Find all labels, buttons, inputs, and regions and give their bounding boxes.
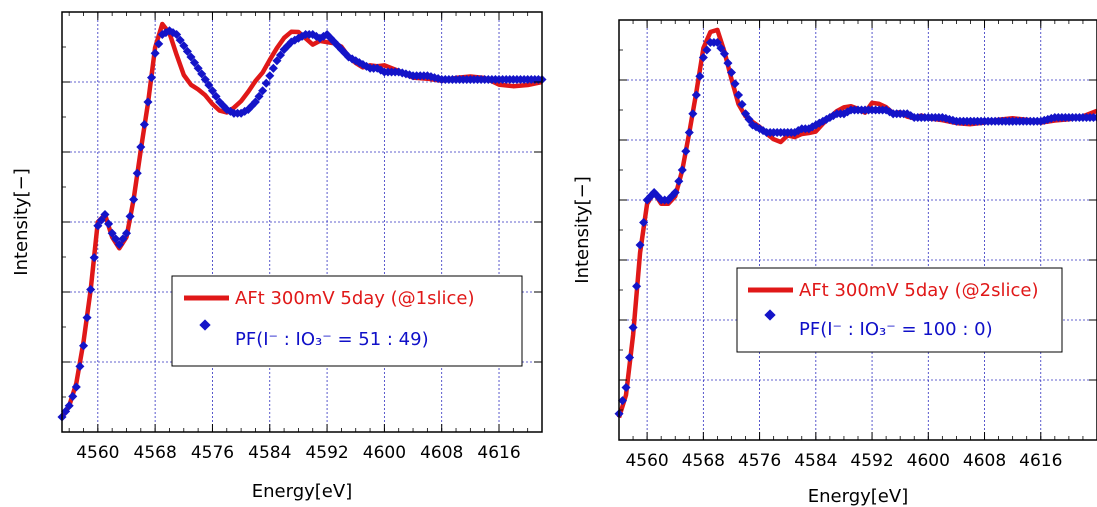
series-marker-point [688,109,698,119]
x-tick-label: 4568 [134,443,177,463]
chart-left-legend-box [171,275,523,367]
chart-right-legend-marker-swatch [764,309,776,321]
x-tick-label: 4608 [420,443,463,463]
series-marker-point [744,114,754,124]
chart-right-legend-label-1: PF(I⁻ : IO₃⁻ = 100 : 0) [799,319,993,340]
x-tick-label: 4600 [907,451,950,471]
series-marker-point [179,41,189,51]
x-tick-label: 4592 [305,443,348,463]
series-marker-point [197,69,207,79]
chart-left-legend-marker-swatch [199,319,211,331]
series-marker-point [147,73,157,83]
series-marker-point [250,97,260,107]
chart-right-x-axis-label: Energy[eV] [808,486,908,507]
series-marker-point [719,49,729,59]
series-marker-point [265,71,275,81]
series-marker-point [698,52,708,62]
series-marker-point [132,168,142,178]
series-marker-point [275,50,286,60]
series-marker-point [695,71,705,81]
series-marker-point [632,281,642,291]
series-marker-point [716,43,726,53]
chart-right-x-ticks: 4560 4568 4576 4584 4592 4600 4608 4616 [618,20,1097,471]
chart-left: 4560 4568 4576 4584 4592 4600 4608 4616 Energy[… [11,11,547,502]
series-marker-point [186,52,196,62]
chart-left-legend: AFt 300mV 5day (@1slice) PF(I⁻ : IO₃⁻ = … [171,275,523,367]
chart-right-legend-label-0: AFt 300mV 5day (@2slice) [799,280,1039,301]
series-marker-point [670,187,680,198]
chart-right: 4560 4568 4576 4584 4592 4600 4608 4616 Energy[… [572,19,1097,507]
x-tick-label: 4584 [794,451,837,471]
series-marker-point [86,284,96,294]
x-tick-label: 4576 [738,451,781,471]
series-marker-point [617,396,628,406]
x-tick-label: 4560 [625,451,668,471]
series-marker-point [730,79,740,89]
chart-left-y-axis-label: Intensity[−] [11,168,32,275]
series-marker-point [79,341,89,351]
series-marker-point [129,195,139,205]
chart-left-legend-label-0: AFt 300mV 5day (@1slice) [235,288,475,309]
x-tick-label: 4592 [850,451,893,471]
series-marker-point [684,127,694,138]
chart-right-plot-frame [618,19,1097,441]
x-tick-label: 4616 [1019,451,1062,471]
series-marker-point [104,219,114,229]
series-marker-point [118,234,128,244]
series-marker-point [93,221,103,231]
series-marker-point [200,74,210,85]
x-tick-label: 4600 [363,443,406,463]
series-marker-point [628,322,638,332]
x-tick-label: 4568 [682,451,725,471]
chart-right-grid [619,20,1097,440]
series-marker-point [204,80,214,90]
series-line-measured [616,27,1097,419]
series-marker-point [268,63,278,73]
x-tick-label: 4576 [191,443,234,463]
x-tick-label: 4608 [963,451,1006,471]
chart-right-legend: AFt 300mV 5day (@2slice) PF(I⁻ : IO₃⁻ = … [736,267,1063,353]
series-marker-point [82,313,92,323]
x-tick-label: 4584 [248,443,291,463]
chart-right-y-axis-label: Intensity[−] [572,176,593,283]
series-marker-point [75,361,85,371]
series-marker-point [64,401,74,411]
series-marker-point [681,146,691,156]
chart-right-series [614,27,1097,419]
series-marker-point [677,165,687,175]
chart-left-x-ticks: 4560 4568 4576 4584 4592 4600 4608 4616 [62,12,543,463]
x-tick-label: 4616 [477,443,520,463]
series-marker-point [182,46,192,56]
series-marker-point [1092,112,1097,123]
series-marker-point [272,56,282,66]
series-marker-point [61,406,71,416]
series-marker-point [71,382,81,392]
chart-left-legend-label-1: PF(I⁻ : IO₃⁻ = 51 : 49) [235,329,429,350]
chart-left-x-axis-label: Energy[eV] [252,481,352,502]
chart-right-legend-box [736,267,1063,353]
series-marker-point [712,37,722,48]
series-marker-point [89,253,99,263]
series-marker-point [639,217,649,228]
series-marker-point [143,97,153,107]
series-marker-point [125,211,135,221]
series-marker-point [139,119,149,130]
x-tick-label: 4560 [76,443,119,463]
